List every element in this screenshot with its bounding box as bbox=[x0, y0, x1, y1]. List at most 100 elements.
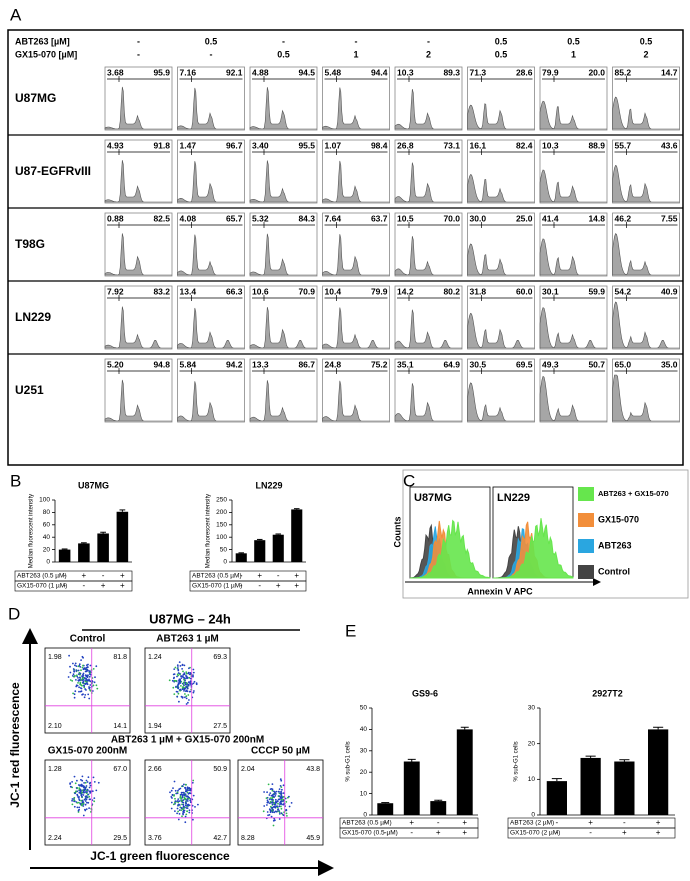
event-dot bbox=[174, 666, 177, 669]
quadrant-value: 45.9 bbox=[306, 835, 320, 842]
event-dot bbox=[175, 680, 178, 682]
event-dot bbox=[176, 685, 179, 688]
histogram bbox=[612, 301, 680, 349]
event-dot bbox=[193, 680, 196, 683]
gate-value: 5.20 bbox=[107, 359, 124, 369]
sample-label: U87MG bbox=[414, 492, 452, 504]
event-dot bbox=[188, 804, 191, 807]
gate-value: 10.6 bbox=[252, 286, 269, 296]
y-tick-label: 0 bbox=[363, 812, 367, 819]
event-dot bbox=[192, 818, 194, 821]
event-dot bbox=[186, 676, 188, 679]
event-dot bbox=[185, 695, 188, 698]
event-dot bbox=[86, 682, 88, 684]
event-dot bbox=[87, 693, 90, 696]
gate-value: 92.1 bbox=[226, 67, 243, 77]
event-dot bbox=[274, 805, 276, 807]
bar bbox=[456, 729, 473, 815]
event-dot bbox=[197, 803, 199, 806]
y-tick-label: 100 bbox=[216, 534, 227, 541]
event-dot bbox=[282, 814, 285, 817]
event-dot bbox=[79, 672, 82, 675]
event-dot bbox=[80, 800, 83, 802]
gate-value: 20.0 bbox=[588, 67, 605, 77]
event-dot bbox=[84, 667, 86, 669]
gate-value: 7.55 bbox=[661, 213, 678, 223]
event-dot bbox=[181, 688, 184, 691]
event-dot bbox=[175, 690, 178, 693]
header-value: 0.5 bbox=[277, 49, 290, 59]
histogram-box bbox=[177, 212, 245, 277]
gate-value: 95.9 bbox=[153, 67, 170, 77]
y-tick-label: 50 bbox=[220, 546, 228, 553]
y-tick-label: 20 bbox=[360, 769, 368, 776]
event-dot bbox=[185, 675, 187, 677]
event-dot bbox=[81, 666, 84, 669]
event-dot bbox=[182, 812, 184, 815]
event-dot bbox=[82, 673, 84, 676]
bar bbox=[648, 729, 669, 815]
event-dot bbox=[85, 779, 88, 782]
event-dot bbox=[83, 684, 85, 687]
gate-value: 30.1 bbox=[542, 286, 559, 296]
event-dot bbox=[269, 805, 272, 808]
treatment-mark: - bbox=[240, 581, 243, 590]
event-dot bbox=[184, 786, 187, 789]
event-dot bbox=[185, 697, 188, 700]
event-dot bbox=[81, 784, 84, 787]
event-dot bbox=[282, 798, 285, 801]
event-dot bbox=[279, 792, 282, 794]
event-dot bbox=[82, 814, 85, 817]
event-dot bbox=[97, 781, 100, 784]
legend-swatch bbox=[578, 565, 594, 579]
event-dot bbox=[184, 815, 187, 818]
histogram bbox=[612, 164, 680, 203]
y-tick-label: 150 bbox=[216, 522, 227, 529]
event-dot bbox=[85, 666, 88, 669]
event-dot bbox=[181, 668, 184, 670]
event-dot bbox=[270, 815, 273, 818]
event-dot bbox=[174, 789, 177, 792]
treatment-mark: + bbox=[257, 571, 262, 580]
legend-swatch bbox=[578, 539, 594, 553]
event-dot bbox=[176, 675, 178, 678]
event-dot bbox=[188, 699, 190, 701]
event-dot bbox=[179, 673, 181, 676]
treatment-label: ABT263 (0.5 µM) bbox=[192, 573, 242, 580]
event-dot bbox=[177, 804, 179, 807]
event-dot bbox=[168, 679, 171, 682]
gate-value: 35.0 bbox=[661, 359, 678, 369]
event-dot bbox=[84, 694, 87, 696]
event-dot bbox=[73, 670, 76, 673]
event-dot bbox=[81, 684, 83, 687]
event-dot bbox=[93, 797, 96, 799]
event-dot bbox=[80, 678, 82, 681]
treatment-label: ABT263 (0.5 µM) bbox=[342, 820, 392, 827]
histogram bbox=[539, 307, 607, 349]
event-dot bbox=[79, 676, 81, 679]
row-label: U251 bbox=[15, 383, 44, 397]
event-dot bbox=[282, 803, 285, 806]
event-dot bbox=[77, 669, 80, 672]
event-dot bbox=[192, 668, 195, 671]
event-dot bbox=[178, 813, 181, 815]
panel-label: E bbox=[345, 621, 356, 640]
event-dot bbox=[72, 668, 75, 670]
event-dot bbox=[76, 787, 79, 789]
event-dot bbox=[178, 800, 181, 802]
gate-value: 24.8 bbox=[325, 359, 342, 369]
event-dot bbox=[189, 677, 192, 680]
histogram bbox=[177, 307, 245, 349]
event-dot bbox=[173, 780, 176, 783]
event-dot bbox=[179, 665, 182, 667]
event-dot bbox=[76, 802, 79, 804]
event-dot bbox=[89, 673, 92, 676]
treatment-mark: + bbox=[101, 581, 106, 590]
event-dot bbox=[182, 803, 185, 806]
treatment-label: GX15-070 (0.5 µM) bbox=[342, 830, 398, 837]
treatment-mark: + bbox=[294, 581, 299, 590]
event-dot bbox=[182, 670, 184, 673]
event-dot bbox=[81, 804, 83, 807]
gate-value: 63.7 bbox=[371, 213, 388, 223]
histogram bbox=[612, 96, 680, 130]
